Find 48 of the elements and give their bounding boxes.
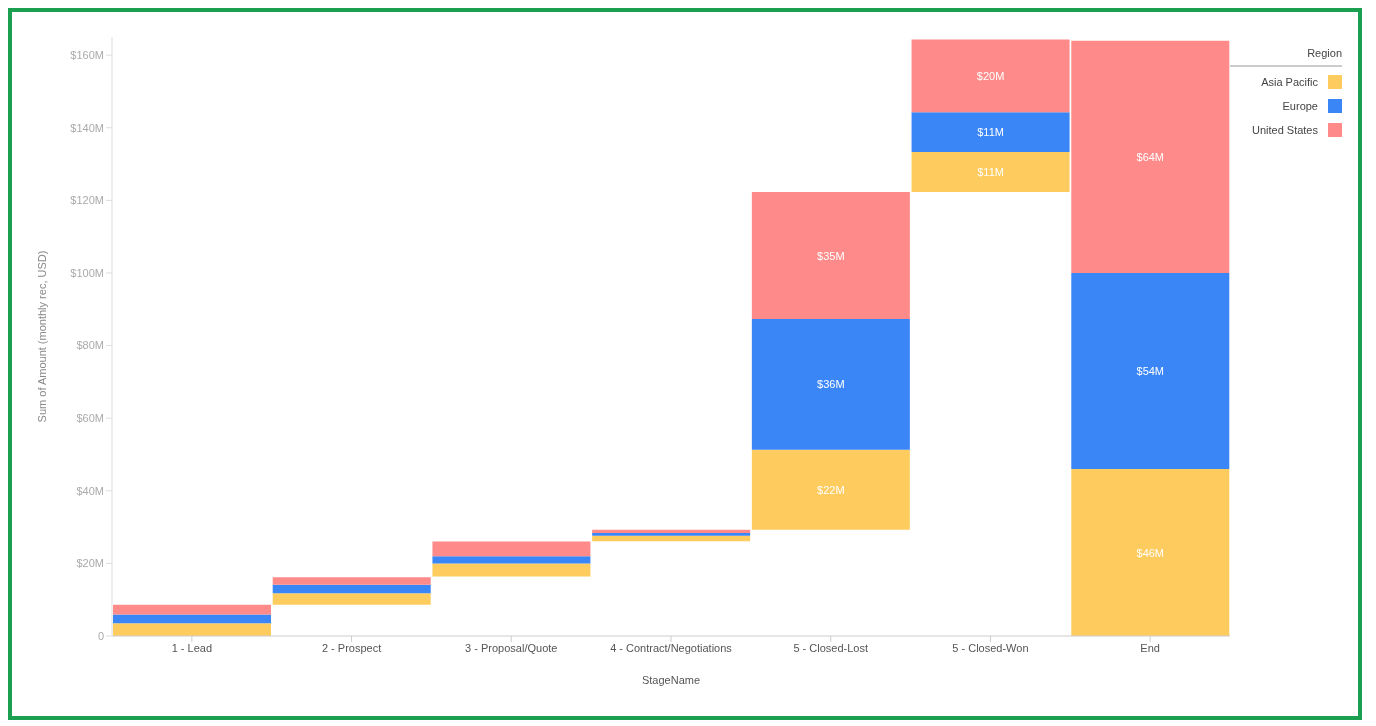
bar	[113, 604, 271, 615]
bar	[113, 614, 271, 624]
bar	[272, 577, 431, 585]
bar	[592, 535, 751, 542]
y-tick-label: $160M	[70, 49, 104, 62]
data-label: $22M	[817, 483, 845, 496]
bar	[751, 192, 910, 320]
legend-label: Europe	[1282, 100, 1318, 112]
bar	[751, 319, 910, 450]
x-tick-label: 2 - Prospect	[321, 641, 382, 654]
x-tick-label: 1 - Lead	[171, 641, 213, 654]
bar	[751, 449, 910, 530]
data-label: $35M	[817, 249, 845, 262]
y-tick-label: $40M	[76, 484, 104, 497]
data-label: $54M	[1136, 364, 1165, 377]
data-label: $46M	[1136, 546, 1165, 559]
bar	[432, 563, 591, 577]
bar	[272, 584, 431, 594]
y-tick-label: $80M	[76, 339, 104, 352]
bar	[1071, 469, 1230, 636]
x-tick-label: 5 - Closed-Lost	[793, 641, 869, 654]
y-tick-label: 0	[97, 629, 104, 642]
bar	[911, 112, 1070, 153]
y-tick-label: $20M	[76, 557, 104, 570]
x-tick-label: 3 - Proposal/Quote	[465, 641, 558, 654]
bar	[911, 152, 1070, 193]
y-axis-title: Sum of Amount (monthly rec, USD)	[35, 250, 48, 423]
data-label: $11M	[977, 126, 1004, 139]
y-tick-label: $120M	[70, 194, 104, 207]
x-tick-label: 4 - Contract/Negotiations	[610, 641, 733, 654]
x-axis-title: StageName	[641, 674, 701, 686]
y-tick-label: $60M	[76, 412, 104, 425]
data-label: $20M	[976, 69, 1005, 82]
bar	[113, 623, 271, 636]
bar	[432, 556, 591, 564]
legend-label: Asia Pacific	[1261, 76, 1318, 88]
x-tick-label: End	[1140, 641, 1160, 654]
y-tick-label: $140M	[70, 121, 104, 134]
data-label: $64M	[1136, 150, 1165, 163]
bar	[432, 541, 591, 557]
legend-label: United States	[1251, 124, 1318, 136]
bar	[272, 593, 431, 605]
y-tick-label: $100M	[70, 266, 104, 279]
x-tick-label: 5 - Closed-Won	[952, 641, 1029, 654]
legend-title: Region	[1230, 47, 1342, 67]
data-label: $11M	[977, 166, 1004, 179]
data-label: $36M	[817, 378, 845, 391]
bar	[1071, 272, 1230, 470]
